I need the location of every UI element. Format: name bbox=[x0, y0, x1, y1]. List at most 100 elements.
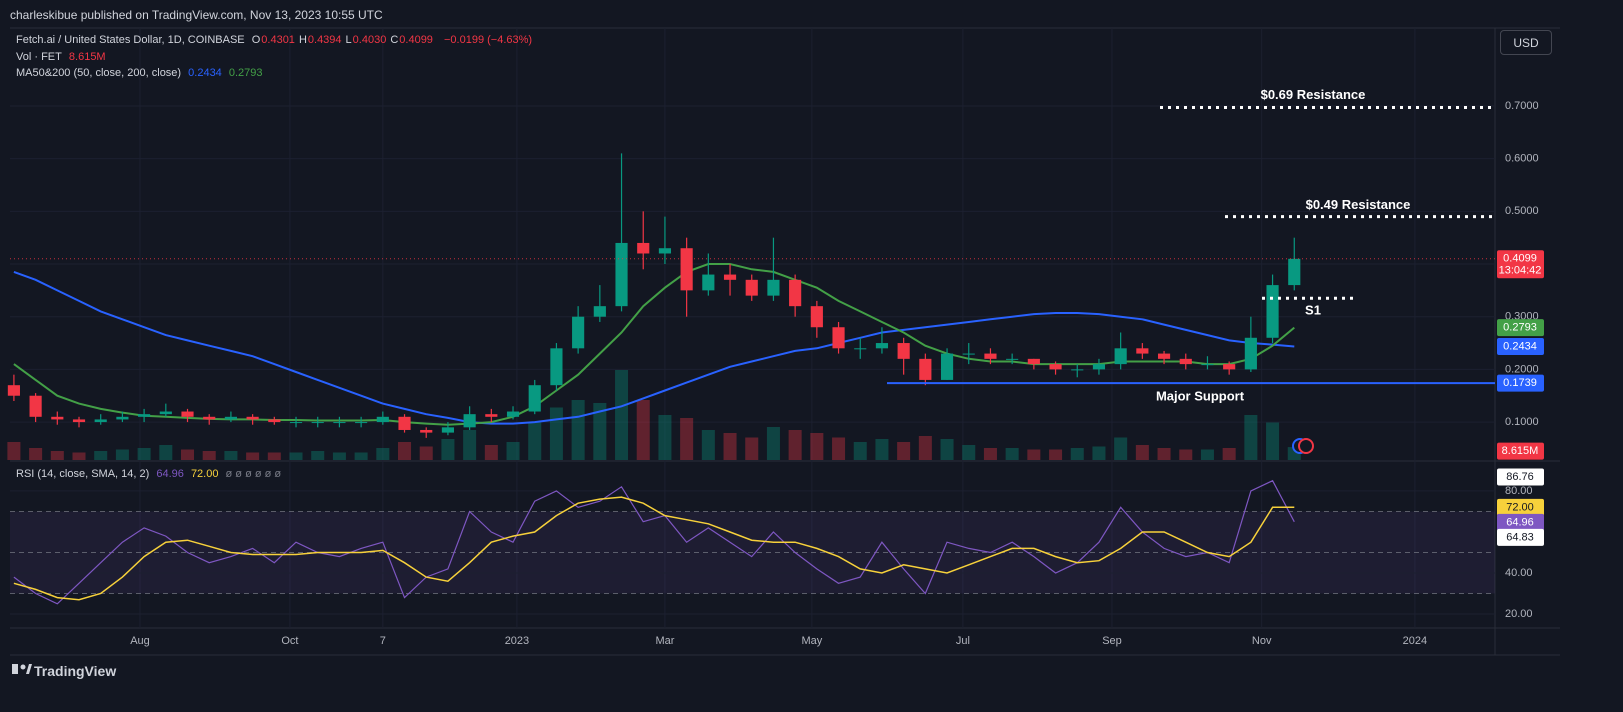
x-tick-label: 2023 bbox=[505, 635, 529, 647]
y-tick-label: 20.00 bbox=[1505, 608, 1533, 620]
volume-bar bbox=[484, 445, 498, 460]
volume-bar bbox=[853, 442, 867, 460]
price-marker bbox=[1497, 250, 1544, 279]
candle-body bbox=[398, 416, 411, 430]
annotation-text: $0.49 Resistance bbox=[1306, 197, 1411, 212]
candle-body bbox=[962, 353, 975, 355]
x-tick-label: 2024 bbox=[1403, 635, 1427, 647]
candle-body bbox=[289, 422, 303, 424]
volume-bar bbox=[1070, 448, 1084, 460]
volume-bar bbox=[788, 430, 802, 460]
price-marker-label: 64.96 bbox=[1506, 516, 1534, 528]
price-marker-label: 64.83 bbox=[1506, 531, 1534, 543]
candle-body bbox=[702, 274, 715, 291]
volume-bar bbox=[441, 439, 455, 460]
price-marker-label: 0.2793 bbox=[1503, 322, 1537, 334]
price-marker-sub: 13:04:42 bbox=[1499, 265, 1542, 277]
price-marker-label: 8.615M bbox=[1502, 445, 1539, 457]
candle-body bbox=[1244, 337, 1257, 370]
candle-body bbox=[854, 348, 867, 350]
rsi-line bbox=[13, 479, 1295, 605]
ohlc-value: 0.4030 bbox=[352, 34, 387, 46]
candle-body bbox=[723, 274, 737, 280]
candle-body bbox=[767, 279, 780, 296]
volume-bar bbox=[463, 430, 477, 460]
candle-body bbox=[680, 248, 693, 291]
price-marker bbox=[1497, 319, 1544, 337]
y-tick-label: 0.2000 bbox=[1505, 363, 1539, 375]
volume-bar bbox=[593, 403, 607, 460]
y-tick-label: 0.7000 bbox=[1505, 100, 1539, 112]
price-marker bbox=[1497, 513, 1544, 531]
price-marker-label: 72.00 bbox=[1506, 501, 1534, 513]
candle-body bbox=[919, 358, 932, 380]
candle-body bbox=[528, 385, 541, 412]
ohlc-key: H bbox=[298, 34, 307, 46]
volume-bar bbox=[983, 448, 997, 460]
publisher: charleskibue published on TradingView.co… bbox=[10, 8, 383, 22]
candle-body bbox=[268, 419, 281, 423]
y-tick-label: 40.00 bbox=[1505, 567, 1533, 579]
rsi-line bbox=[13, 496, 1295, 601]
candle-body bbox=[572, 316, 585, 349]
candle-body bbox=[463, 414, 476, 428]
volume-bar bbox=[332, 452, 346, 460]
volume-bar bbox=[549, 407, 563, 460]
rsi-extra: ø ø ø ø ø ø bbox=[225, 468, 282, 480]
candle-body bbox=[1266, 285, 1279, 338]
candle-body bbox=[1071, 369, 1084, 371]
volume-legend: Vol · FET 8.615M bbox=[16, 51, 110, 63]
ohlc-value: 0.4099 bbox=[399, 34, 433, 46]
currency-button[interactable]: USD bbox=[1500, 30, 1552, 55]
rsi-label: RSI (14, close, SMA, 14, 2) bbox=[16, 468, 150, 480]
candle-body bbox=[1288, 258, 1301, 286]
volume-bar bbox=[1114, 437, 1128, 460]
candle-body bbox=[1092, 364, 1106, 370]
candle-body bbox=[72, 419, 86, 423]
candle-body bbox=[1049, 364, 1062, 370]
volume-bar bbox=[1244, 415, 1258, 460]
candle-body bbox=[1136, 348, 1149, 354]
volume-bar bbox=[1135, 445, 1149, 460]
candle-body bbox=[506, 411, 520, 417]
price-marker-label: 86.76 bbox=[1506, 471, 1534, 483]
symbol: Fetch.ai / United States Dollar, 1D, COI… bbox=[16, 34, 245, 46]
volume-bar bbox=[202, 451, 216, 460]
change: −0.0199 (−4.63%) bbox=[444, 34, 533, 46]
candle-body bbox=[485, 414, 498, 417]
volume-bar bbox=[115, 449, 129, 460]
candle-body bbox=[311, 422, 324, 424]
volume-bar bbox=[354, 452, 368, 460]
y-tick-label: 80.00 bbox=[1505, 485, 1533, 497]
volume-bar bbox=[137, 448, 151, 460]
price-marker bbox=[1497, 498, 1544, 516]
candle-body bbox=[1179, 358, 1192, 365]
candle-body bbox=[246, 416, 259, 420]
rsi-sma-value: 72.00 bbox=[190, 468, 219, 480]
candle-body bbox=[940, 353, 954, 380]
ohlc: O0.4301 H0.4394 L0.4030 C0.4099 bbox=[252, 34, 437, 46]
volume-bar bbox=[1200, 449, 1214, 460]
volume-bar bbox=[376, 448, 390, 460]
ohlc-key: C bbox=[390, 34, 399, 46]
volume-bar bbox=[832, 437, 846, 460]
ma-line bbox=[13, 270, 1295, 425]
volume-bar bbox=[159, 445, 173, 460]
volume-bar bbox=[615, 370, 629, 460]
logo bbox=[12, 664, 32, 674]
candle-body bbox=[29, 395, 42, 417]
volume-bar bbox=[571, 400, 585, 460]
ma-value: 0.2434 bbox=[188, 67, 222, 79]
price-marker bbox=[1497, 374, 1544, 392]
x-tick-label: May bbox=[801, 635, 822, 647]
volume-bar bbox=[745, 437, 759, 460]
price-marker bbox=[1497, 468, 1544, 486]
volume-bar bbox=[1157, 448, 1171, 460]
volume-bar bbox=[1092, 446, 1106, 460]
volume-bar bbox=[918, 436, 932, 460]
volume-bar bbox=[680, 418, 694, 460]
volume-bar bbox=[810, 433, 824, 460]
candle-body bbox=[376, 416, 389, 423]
